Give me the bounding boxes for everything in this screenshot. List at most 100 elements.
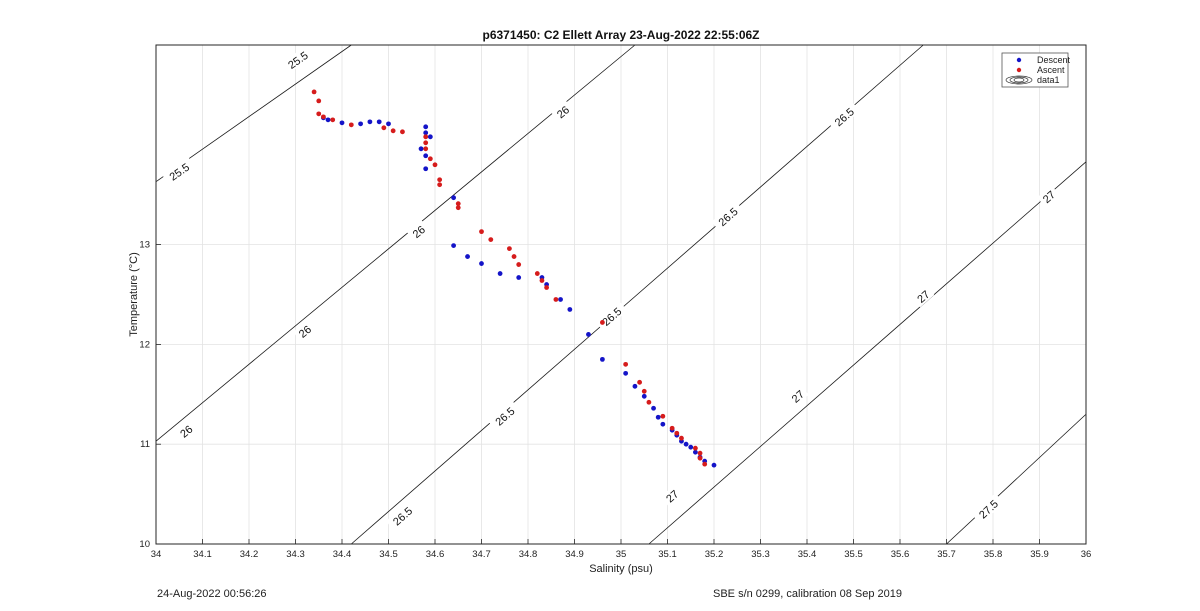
legend-marker-data1-contour-icon [1005,75,1033,85]
ascent-point [660,413,666,419]
descent-point [623,370,629,376]
ascent-point [693,445,698,451]
ascent-point [534,271,540,276]
legend-marker-descent [1016,57,1022,63]
contour-label: 27 [911,285,935,308]
y-axis-label: Temperature (°C) [128,252,140,336]
descent-point [423,130,429,136]
ascent-point [479,229,484,235]
ascent-point [544,285,549,290]
contour-label: 25.5 [280,45,315,74]
x-tick-label: 34.4 [333,549,352,560]
descent-point [386,121,391,127]
ascent-point [511,254,517,259]
contour-label: 27 [786,384,809,408]
data-points [311,89,717,468]
descent-point [479,261,484,266]
contour-label-backing [385,500,419,531]
descent-point [641,393,647,399]
descent-point [660,421,666,427]
legend-label-ascent: Ascent [1037,65,1065,75]
ascent-point [330,117,336,123]
ascent-point [516,262,522,267]
ascent-point [427,156,433,162]
ascent-point [437,182,443,188]
descent-point [558,297,563,302]
ascent-point [488,237,494,243]
descent-point [586,332,591,337]
ascent-point [674,430,680,436]
density-contour-labels: 25.525.52626262626.526.526.526.526.52727… [162,45,1060,531]
x-tick-label: 35.6 [891,549,910,560]
descent-point [358,121,363,127]
ascent-point [455,205,461,211]
ascent-point [679,435,684,441]
ascent-point [669,425,675,431]
density-contour-line [351,44,924,545]
descent-point [427,134,433,140]
ascent-point [316,98,322,104]
contour-ring [1009,76,1029,84]
ascent-point [455,201,461,207]
descent-point [465,254,470,259]
x-tick-label: 34.7 [472,549,491,560]
footer-timestamp: 24-Aug-2022 00:56:26 [157,588,267,600]
x-tick-label: 34 [151,549,162,560]
x-tick-label: 35.9 [1030,549,1049,560]
ascent-point [702,461,708,467]
contour-label-backing [711,200,744,232]
ascent-point [348,122,354,128]
x-tick-label: 35 [616,549,627,560]
contour-label-backing [551,100,574,123]
x-tick-label: 34.9 [565,549,584,560]
ascent-point [381,125,387,131]
contour-label: 26 [551,100,574,123]
descent-point [600,356,605,362]
contour-label-backing [407,220,430,243]
ascent-point [437,177,443,183]
x-axis-ticks: 34 34.1 34.2 34.3 34.4 34.5 34.6 34.7 34.8 34.9 35… [151,539,1092,560]
ascent-point [641,388,647,394]
x-tick-label: 35.8 [984,549,1003,560]
descent-point [688,444,694,450]
density-contour-line [946,413,1087,545]
y-tick-label: 10 [139,539,150,550]
contour-ring [1013,77,1025,83]
ascent-point [423,146,429,152]
contour-label-backing [786,384,809,408]
contour-label-backing [827,101,861,132]
contour-label-backing [660,484,684,507]
descent-point [423,124,429,130]
x-tick-label: 34.2 [240,549,259,560]
contour-label: 27 [1037,185,1060,208]
descent-point [423,153,429,159]
y-axis-ticks: 10 11 12 13 [139,240,161,550]
x-tick-label: 34.8 [519,549,538,560]
x-axis-label: Salinity (psu) [589,563,653,575]
ascent-point [423,134,429,140]
contour-label-backing [911,285,935,308]
ascent-point [600,320,605,325]
contour-label-backing [162,156,196,186]
x-tick-label: 35.3 [751,549,770,560]
legend-box [1001,52,1069,88]
ascent-point [507,246,512,251]
x-tick-label: 35.2 [705,549,724,560]
ascent-point [311,89,317,95]
density-contour-line [648,161,1087,545]
x-tick-label: 36 [1081,549,1092,560]
x-tick-label: 34.1 [193,549,212,560]
contour-label: 27.5 [972,493,1005,525]
x-tick-label: 35.7 [937,549,956,560]
legend-marker-ascent [1016,67,1022,73]
contour-label-backing [1037,185,1060,208]
descent-point [376,119,382,125]
legend: Descent Ascent data1 [1001,52,1071,88]
ascent-point [553,297,559,302]
y-tick-label: 12 [139,339,150,350]
descent-point [516,275,522,280]
descent-point [683,441,689,447]
ascent-point [390,128,396,134]
ascent-point [539,278,545,283]
descent-point [367,119,373,125]
